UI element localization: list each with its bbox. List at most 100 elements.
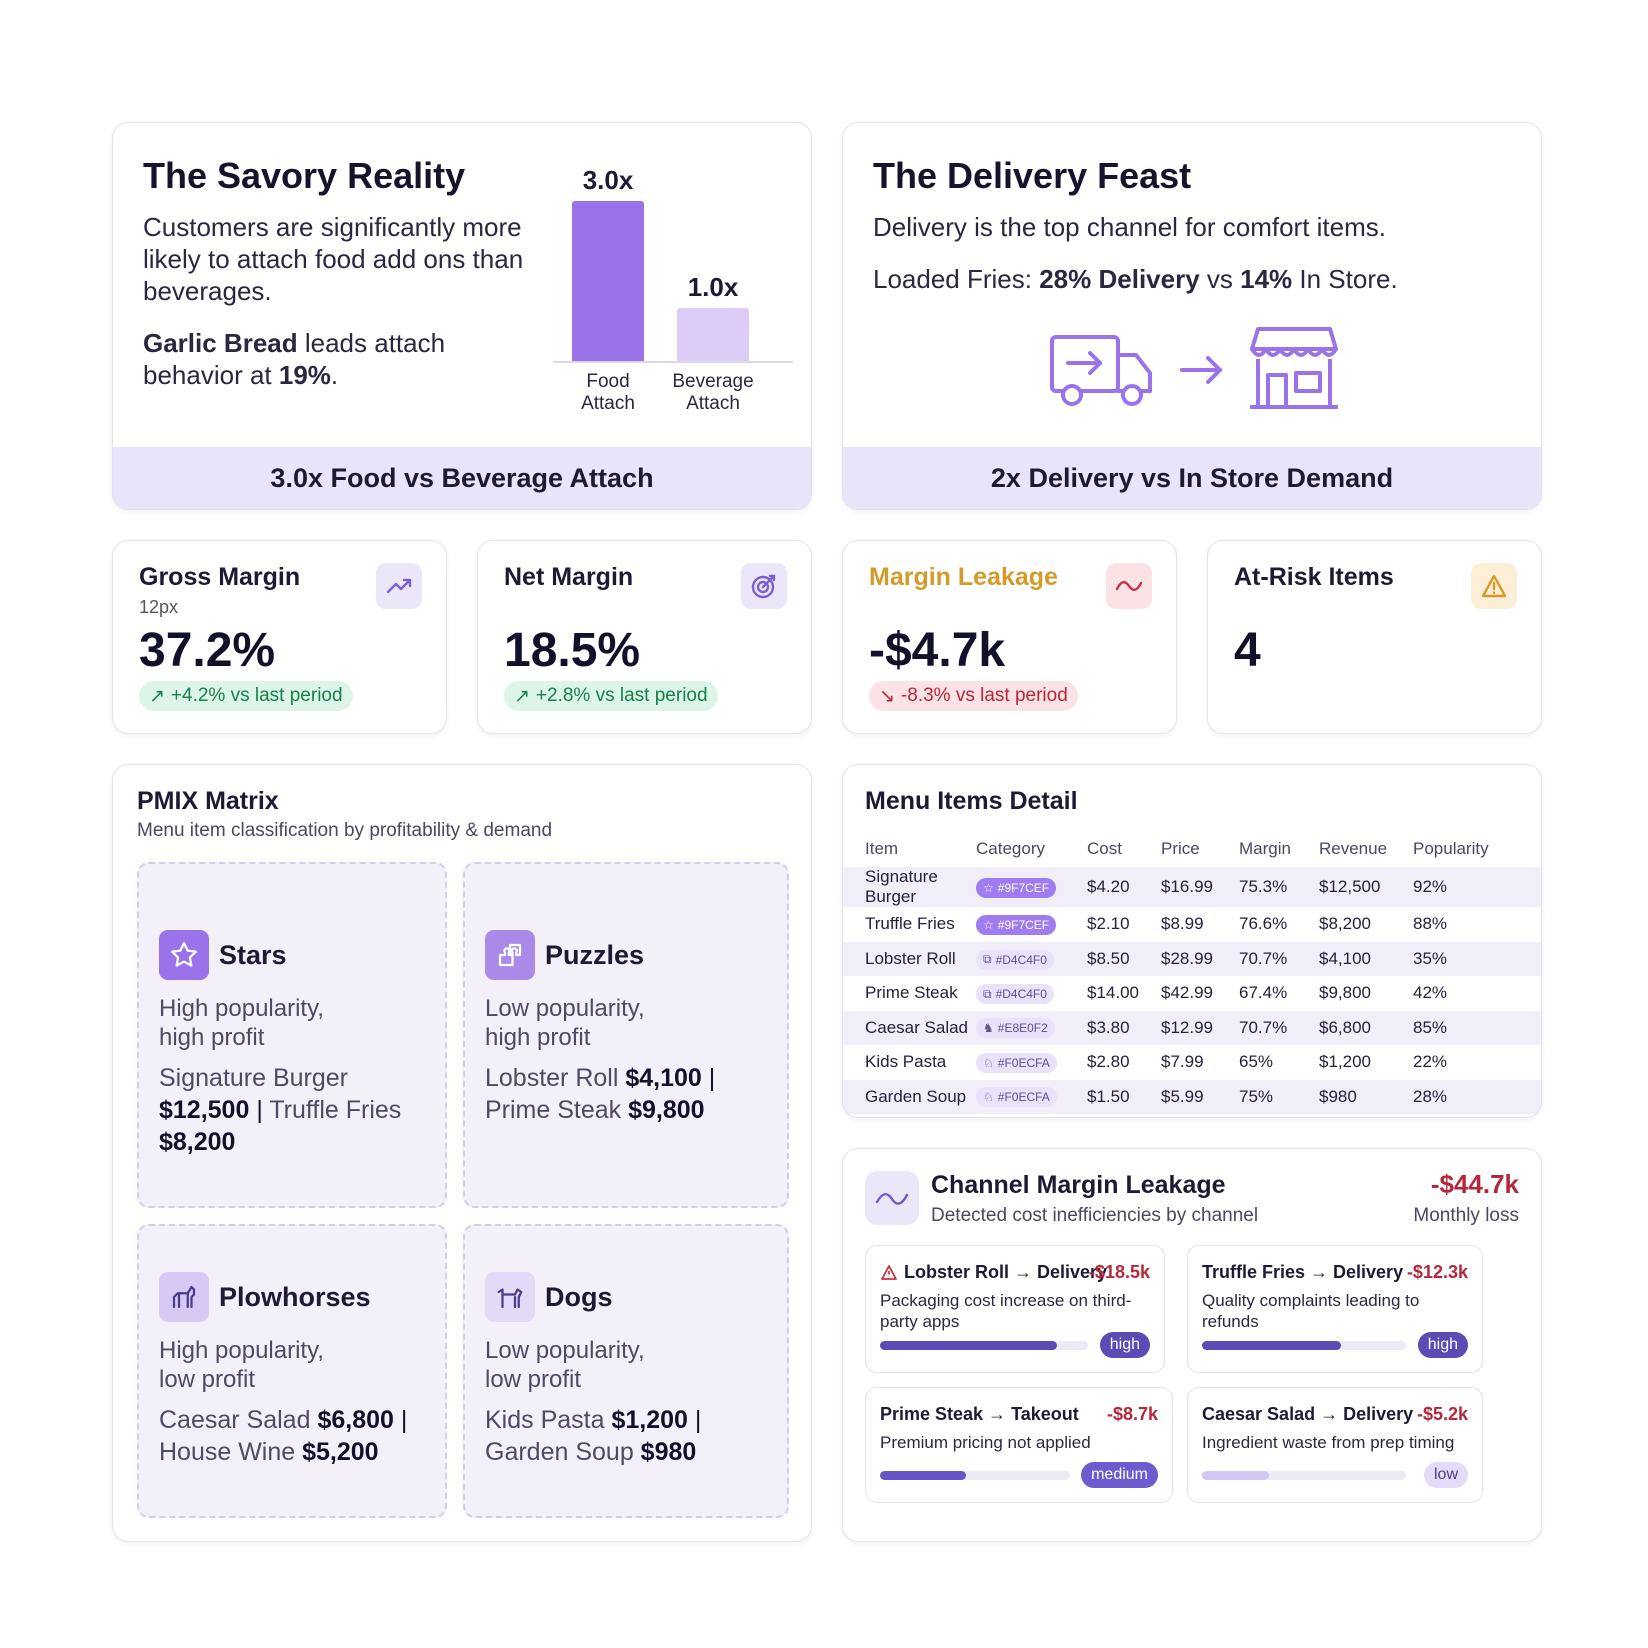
puzzle-icon (485, 930, 535, 980)
quadrant-stars[interactable]: Stars High popularity, high profit Signat… (137, 862, 447, 1208)
bar-food-attach[interactable] (572, 201, 644, 361)
category-icon: ☆ (983, 880, 994, 895)
category-code: #E8E0F2 (997, 1021, 1048, 1036)
kpi-margin-leakage[interactable]: Margin Leakage -$4.7k ↘ -8.3% vs last per… (842, 540, 1177, 734)
severity-bar (1202, 1341, 1406, 1350)
col-popularity[interactable]: Popularity (1413, 839, 1489, 858)
menu-items-table: Item Category Cost Price Margin Revenue … (843, 831, 1541, 1114)
table-row[interactable]: Caesar Salad ♞ #E8E0F2 $3.80 $12.99 70.7% $6,8… (843, 1010, 1541, 1045)
leakage-title: Lobster Roll → Delivery (880, 1262, 1107, 1283)
kpi-value: 18.5% (504, 624, 641, 677)
arrow-right-icon (1180, 356, 1222, 384)
leakage-title: Caesar Salad → Delivery (1202, 1404, 1414, 1424)
quadrant-items: Lobster Roll $4,100 | Prime Steak $9,800 (485, 1064, 716, 1124)
table-header-row: Item Category Cost Price Margin Revenue … (843, 831, 1541, 867)
cell-cost: $14.00 (1087, 983, 1139, 1003)
category-code: #D4C4F0 (995, 987, 1047, 1001)
leakage-title: Prime Steak → Takeout (880, 1404, 1079, 1424)
delivery-title: The Delivery Feast (873, 155, 1192, 196)
col-cost[interactable]: Cost (1087, 839, 1122, 858)
cell-category: ♘ #F0ECFA (976, 1045, 1087, 1080)
quadrant-plowhorses[interactable]: Plowhorses High popularity, low profit Ca… (137, 1224, 447, 1518)
chart-baseline (553, 361, 793, 363)
pmix-subtitle: Menu item classification by profitabilit… (137, 820, 553, 841)
cell-margin: 70.7% (1239, 1010, 1319, 1045)
target-icon (741, 563, 787, 609)
cell-price: $12.99 (1161, 1010, 1239, 1045)
kpi-gross-margin[interactable]: Gross Margin 12px 37.2% ↗ +4.2% vs last p… (112, 540, 447, 734)
cell-item: Lobster Roll (843, 941, 976, 976)
table-row[interactable]: Lobster Roll ⧉ #D4C4F0 $8.50 $28.99 70.7% $4,1… (843, 941, 1541, 976)
leakage-desc: Packaging cost increase on third-party a… (880, 1291, 1132, 1331)
wave-icon (1106, 563, 1152, 609)
col-price[interactable]: Price (1161, 839, 1200, 858)
cell-item: Garden Soup (843, 1079, 976, 1114)
kpi-title: Net Margin (504, 563, 634, 591)
category-code: #9F7CEF (997, 917, 1050, 932)
quadrant-items: Caesar Salad $6,800 | House Wine $5,200 (159, 1406, 408, 1466)
severity-badge: medium (1081, 1462, 1158, 1488)
cell-cost: $4.20 (1087, 867, 1161, 907)
cell-margin: 75% (1239, 1079, 1319, 1114)
cell-popularity: 22% (1413, 1052, 1448, 1072)
kpi-net-margin[interactable]: Net Margin 18.5% ↗ +2.8% vs last period (477, 540, 812, 734)
delivery-band: 2x Delivery vs In Store Demand (843, 447, 1541, 509)
kpi-title: At-Risk Items (1234, 563, 1394, 591)
cell-revenue: $9,800 (1319, 983, 1371, 1003)
quadrant-desc: Low popularity, high profit (485, 995, 645, 1051)
savory-lead: Garlic Bread leads attach behavior at 19… (143, 328, 446, 390)
severity-bar (880, 1341, 1088, 1350)
savory-reality-card: The Savory Reality Customers are signifi… (112, 122, 812, 510)
cell-cost: $8.50 (1087, 941, 1161, 976)
severity-bar (880, 1471, 1070, 1480)
cell-category: ♘ #F0ECFA (976, 1079, 1087, 1114)
cell-cost: $2.80 (1087, 1052, 1130, 1072)
leakage-title: Truffle Fries → Delivery (1202, 1262, 1404, 1282)
quadrant-title: Puzzles (545, 940, 645, 970)
table-row[interactable]: Signature Burger ☆ #9F7CEF $4.20 $16.99 75.3%… (843, 867, 1541, 907)
wave-icon (865, 1171, 919, 1225)
leakage-item[interactable]: Truffle Fries → Delivery -$12.3k Quality c… (1187, 1245, 1483, 1373)
cell-popularity: 28% (1413, 1079, 1541, 1114)
delivery-feast-card: The Delivery Feast Delivery is the top c… (842, 122, 1542, 510)
category-icon: ♞ (983, 1021, 994, 1036)
col-margin[interactable]: Margin (1239, 839, 1291, 858)
category-code: #D4C4F0 (995, 952, 1047, 967)
cell-price: $8.99 (1161, 914, 1204, 934)
savory-body: Customers are significantly more likely … (143, 212, 524, 306)
cell-popularity: 42% (1413, 983, 1448, 1003)
leakage-item[interactable]: Caesar Salad → Delivery -$5.2k Ingredient … (1187, 1387, 1483, 1503)
delivery-line2: Loaded Fries: 28% Delivery vs 14% In Sto… (873, 264, 1398, 294)
kpi-at-risk-items[interactable]: At-Risk Items 4 (1207, 540, 1542, 734)
table-row[interactable]: Truffle Fries ☆ #9F7CEF $2.10 $8.99 76.6% $8,2… (843, 907, 1541, 942)
col-category[interactable]: Category (976, 839, 1045, 858)
table-row[interactable]: Garden Soup ♘ #F0ECFA $1.50 $5.99 75% $980 28% (843, 1079, 1541, 1114)
category-badge: ☆ #9F7CEF (976, 914, 1057, 935)
quadrant-desc: Low popularity, low profit (485, 1337, 645, 1393)
leakage-item[interactable]: Prime Steak → Takeout -$8.7k Premium prici… (865, 1387, 1173, 1503)
cell-category: ⧉ #D4C4F0 (976, 976, 1087, 1011)
cell-cost: $1.50 (1087, 1079, 1161, 1114)
warning-icon (881, 1265, 897, 1280)
severity-badge: high (1099, 1332, 1150, 1358)
bar-beverage-attach[interactable] (677, 307, 749, 361)
col-revenue[interactable]: Revenue (1319, 839, 1388, 858)
category-badge: ⧉ #D4C4F0 (976, 949, 1054, 970)
leakage-item[interactable]: Lobster Roll → Delivery -$18.5k Packaging … (865, 1245, 1165, 1373)
trend-up-icon (376, 563, 422, 609)
kpi-value: 37.2% (139, 624, 276, 677)
savory-title: The Savory Reality (143, 155, 466, 196)
table-row[interactable]: Kids Pasta ♘ #F0ECFA $2.80 $7.99 65% $1,200 22% (843, 1045, 1541, 1080)
quadrant-puzzles[interactable]: Puzzles Low popularity, high profit Lobst… (463, 862, 789, 1208)
quadrant-dogs[interactable]: Dogs Low popularity, low profit Kids Past… (463, 1224, 789, 1518)
bar-category-label: Beverage Attach (672, 371, 754, 414)
col-item[interactable]: Item (865, 839, 899, 858)
cell-revenue: $8,200 (1319, 914, 1371, 934)
cell-item: Kids Pasta (865, 1052, 947, 1072)
kpi-title: Margin Leakage (869, 563, 1058, 591)
quadrant-title: Plowhorses (219, 1282, 371, 1312)
cell-category: ⧉ #D4C4F0 (976, 941, 1087, 976)
cell-revenue: $12,500 (1319, 867, 1413, 907)
table-row[interactable]: Prime Steak ⧉ #D4C4F0 $14.00 $42.99 67.4% $9,8… (843, 976, 1541, 1011)
category-code: #F0ECFA (997, 1090, 1050, 1105)
